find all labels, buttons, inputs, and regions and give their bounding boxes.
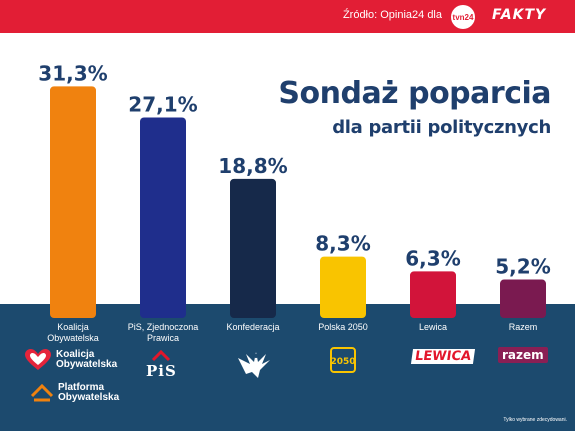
pis-logo-text: PiS [146,362,177,380]
razem-logo: razem [498,347,548,363]
polska2050-mark-icon: 2050 [330,347,356,373]
category-label-4: Lewica [388,322,478,333]
polska2050-logo: 2050 [330,347,356,373]
bar-0 [50,86,96,318]
category-label-5: Razem [478,322,568,333]
ko-logo-line1: Koalicja [56,349,95,360]
razem-logo-text: razem [498,347,548,363]
lewica-logo: LEWICA [410,349,476,364]
source-text: Źródło: Opinia24 dla [342,9,442,21]
po-logo: Platforma Obywatelska [30,382,119,404]
pis-logo: PiS [146,350,177,380]
value-label-2: 18,8% [218,154,287,178]
pis-eagle-icon [152,350,171,362]
header-bar: Źródło: Opinia24 dla tvn24 FAKTY [0,0,575,33]
fakty-logo: FAKTY [492,7,547,23]
category-label-3: Polska 2050 [298,322,388,333]
value-label-5: 5,2% [495,255,550,279]
bar-4 [410,271,456,318]
category-label-2: Konfederacja [208,322,298,333]
konfederacja-logo [236,350,272,380]
bar-2 [230,178,276,318]
po-mark-icon [30,383,54,402]
category-label-4-line-0: Lewica [418,322,447,332]
bottom-panel [0,304,575,431]
bar-1 [140,117,186,319]
bar-3 [320,256,366,318]
value-label-3: 8,3% [315,232,370,256]
bar-5 [500,279,546,318]
value-label-0: 31,3% [38,61,107,85]
footnote: Tylko wybrane zdecydowani. [503,417,567,423]
category-label-3-line-0: Polska 2050 [318,322,368,332]
category-label-0-line-1: Obywatelska [47,333,99,343]
value-label-4: 6,3% [405,246,460,270]
lewica-logo-text: LEWICA [410,349,476,364]
category-label-0: Koalicja Obywatelska [28,322,118,344]
ko-logo: Koalicja Obywatelska [24,348,117,372]
category-label-0-line-0: Koalicja [57,322,89,332]
p2050-text: 2050 [330,357,355,367]
ko-logo-line2: Obywatelska [56,359,118,370]
heart-icon [25,349,51,370]
tvn24-logo-icon: tvn24 [451,5,475,29]
po-logo-line2: Obywatelska [58,392,120,403]
value-label-1: 27,1% [128,92,197,116]
category-label-1-line-0: PiS, Zjednoczona [127,322,199,332]
category-label-1-line-1: Prawica [146,333,179,343]
po-logo-line1: Platforma [58,382,105,393]
category-label-2-line-0: Konfederacja [226,322,280,332]
category-label-1: PiS, Zjednoczona Prawica [118,322,208,344]
chart-title: Sondaż poparcia [278,76,551,111]
chart-subtitle: dla partii politycznych [332,117,551,138]
konfederacja-eagle-icon [238,352,270,378]
category-label-5-line-0: Razem [508,322,538,332]
